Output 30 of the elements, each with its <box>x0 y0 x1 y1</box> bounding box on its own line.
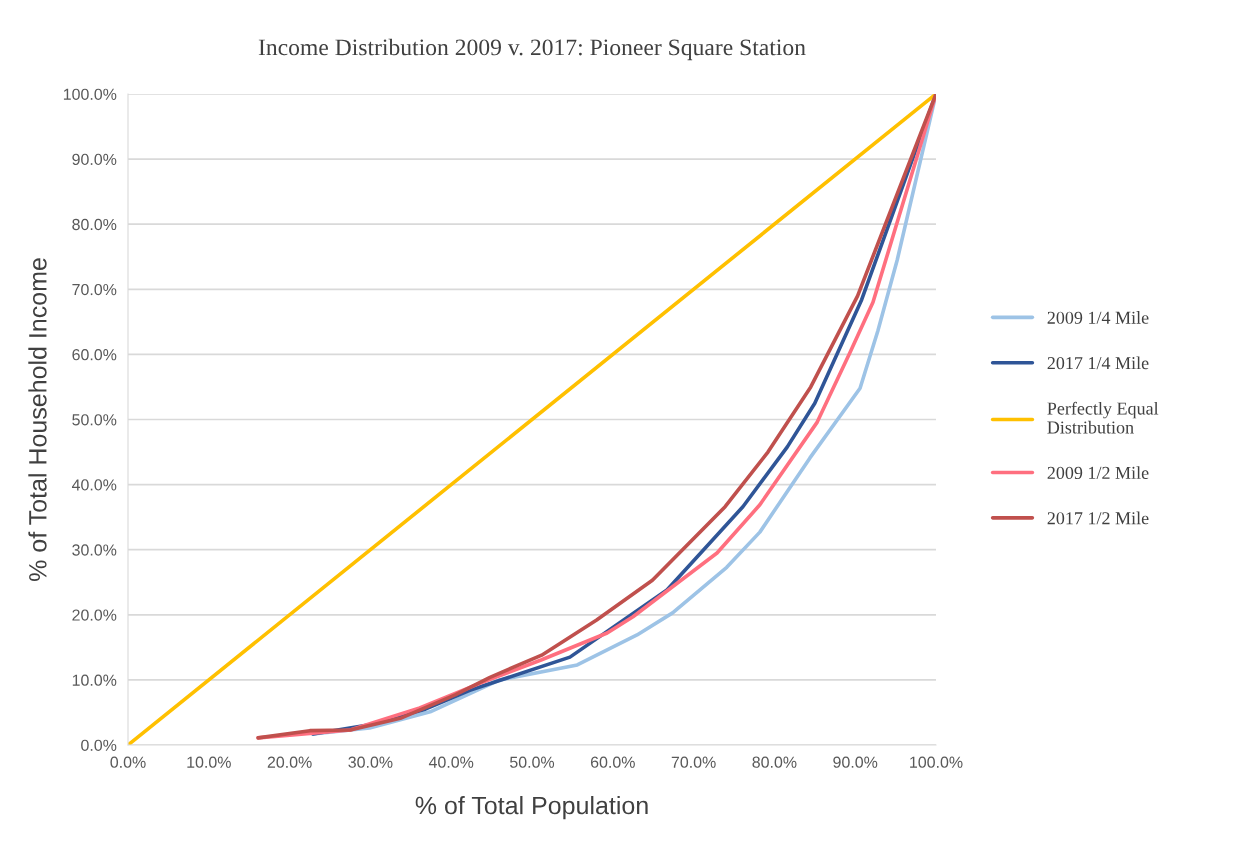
legend-label: 2017 1/2 Mile <box>1047 511 1149 525</box>
y-tick-label: 60.0% <box>72 349 117 361</box>
legend-label: 2009 1/4 Mile <box>1047 311 1149 324</box>
x-tick-label: 10.0% <box>187 756 231 768</box>
x-tick-label: 100.0% <box>910 756 963 768</box>
y-tick-label: 100.0% <box>63 88 117 100</box>
legend-label: 2009 1/2 Mile <box>1047 466 1149 479</box>
x-tick-label: 0.0% <box>110 756 146 768</box>
x-tick-label: 40.0% <box>428 756 474 768</box>
y-tick-label: 40.0% <box>71 479 117 491</box>
y-tick-label: 80.0% <box>72 218 117 231</box>
x-tick-label: 30.0% <box>348 756 393 768</box>
y-axis-title: % of Total Household Income <box>28 258 47 581</box>
y-tick-label: 70.0% <box>72 283 117 296</box>
x-tick-label: 90.0% <box>833 756 878 768</box>
x-axis-title: % of Total Population <box>415 796 648 820</box>
x-tick-label: 70.0% <box>671 756 716 768</box>
chart-title: Income Distribution 2009 v. 2017: Pioneer Square Station <box>258 38 806 61</box>
legend-label: Perfectly Equal Distribution <box>1047 401 1159 434</box>
y-tick-label: 30.0% <box>72 544 117 556</box>
legend-label: 2017 1/4 Mile <box>1047 356 1149 370</box>
y-tick-label: 50.0% <box>72 414 117 426</box>
x-tick-label: 80.0% <box>752 756 797 768</box>
y-tick-label: 20.0% <box>72 609 117 621</box>
y-tick-label: 10.0% <box>72 674 117 686</box>
y-tick-label: 90.0% <box>72 153 117 166</box>
x-tick-label: 60.0% <box>590 756 635 768</box>
y-tick-label: 0.0% <box>81 739 117 751</box>
x-tick-label: 20.0% <box>267 756 312 768</box>
x-tick-label: 50.0% <box>510 756 555 768</box>
